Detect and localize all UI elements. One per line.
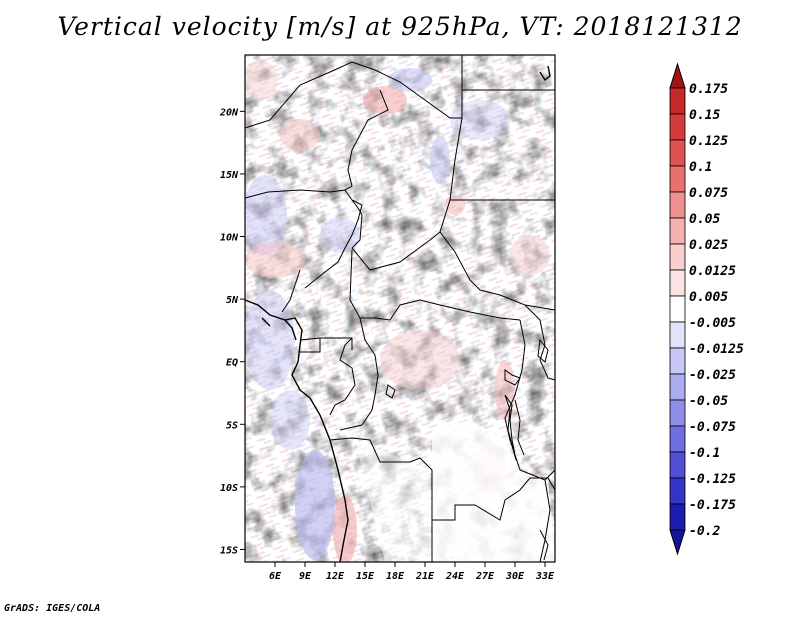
y-tick-label: 15S — [220, 545, 238, 556]
y-tick-label: EQ — [226, 358, 238, 369]
colorbar-label: 0.0125 — [689, 264, 736, 279]
colorbar-segment — [669, 139, 686, 167]
colorbar-label: -0.005 — [689, 316, 736, 331]
colorbar-segment — [669, 243, 686, 271]
colorbar-segment — [669, 165, 686, 193]
colorbar-segment — [669, 321, 686, 349]
x-tick-label: 27E — [475, 571, 495, 582]
colorbar-segment — [669, 269, 686, 297]
colorbar: 0.175 0.15 0.125 0.1 0.075 0.05 0.025 0.0125 0.0… — [669, 62, 744, 556]
field-patch — [245, 242, 305, 278]
field-patch — [333, 495, 357, 562]
x-tick-label: 12E — [326, 571, 345, 582]
field-patch — [280, 119, 320, 151]
x-tick-label: 18E — [386, 571, 405, 582]
field-patch — [495, 360, 515, 420]
colorbar-label: 0.075 — [689, 186, 728, 201]
grads-credit: GrADS: IGES/COLA — [4, 603, 101, 614]
x-tick-label: 6E — [269, 571, 282, 582]
field-patch — [430, 136, 450, 184]
latitude-axis: 20N 15N 10N 5N EQ 5S 10S 15S — [219, 107, 245, 556]
field-patch — [450, 100, 510, 140]
y-tick-label: 10N — [220, 233, 239, 244]
field-patch — [388, 68, 432, 92]
colorbar-label: -0.05 — [689, 394, 728, 409]
velocity-field — [245, 55, 555, 562]
colorbar-label: -0.125 — [689, 472, 736, 487]
y-tick-label: 15N — [220, 170, 239, 181]
colorbar-segment — [669, 451, 686, 479]
y-tick-label: 10S — [220, 483, 238, 494]
colorbar-label: 0.025 — [689, 238, 728, 253]
field-patch — [245, 290, 295, 390]
field-patch — [245, 60, 278, 100]
colorbar-segment — [669, 425, 686, 453]
colorbar-label: -0.175 — [689, 498, 736, 513]
y-tick-label: 5N — [226, 295, 239, 306]
field-patch — [295, 450, 335, 560]
colorbar-segment — [669, 295, 686, 323]
field-patch — [320, 217, 360, 253]
y-tick-label: 20N — [219, 107, 239, 118]
colorbar-label: 0.125 — [689, 134, 728, 149]
colorbar-segment — [669, 347, 686, 375]
colorbar-segment — [669, 477, 686, 505]
colorbar-label: 0.05 — [689, 212, 720, 227]
x-tick-label: 24E — [445, 571, 465, 582]
colorbar-segment — [669, 503, 686, 531]
colorbar-segment — [669, 217, 686, 245]
coastline — [245, 65, 551, 562]
country-borders — [245, 55, 555, 562]
colorbar-label: 0.1 — [689, 160, 712, 175]
colorbar-label: 0.005 — [689, 290, 728, 305]
x-tick-label: 33E — [535, 571, 555, 582]
colorbar-segment — [669, 373, 686, 401]
longitude-axis: 6E 9E 12E 15E 18E 21E 24E 27E 30E 33E — [269, 562, 555, 582]
colorbar-label: -0.1 — [689, 446, 720, 461]
colorbar-segment — [669, 113, 686, 141]
colorbar-bottom-arrow — [669, 529, 686, 556]
y-tick-label: 5S — [226, 420, 238, 431]
colorbar-label: -0.075 — [689, 420, 736, 435]
x-tick-label: 9E — [299, 571, 312, 582]
colorbar-label: -0.0125 — [689, 342, 744, 357]
colorbar-label: -0.025 — [689, 368, 736, 383]
x-tick-label: 30E — [505, 571, 525, 582]
field-patch — [363, 86, 407, 114]
colorbar-label: 0.175 — [689, 82, 728, 97]
colorbar-segment — [669, 191, 686, 219]
map-title: Vertical velocity [m/s] at 925hPa, VT: 2… — [57, 12, 743, 41]
colorbar-label: 0.15 — [689, 108, 720, 123]
field-patch — [270, 390, 310, 450]
colorbar-top-arrow — [669, 62, 686, 89]
field-patch — [510, 235, 550, 275]
field-patch — [380, 330, 460, 390]
colorbar-label: -0.2 — [689, 524, 720, 539]
x-tick-label: 15E — [356, 571, 375, 582]
map-frame — [244, 54, 556, 563]
x-tick-label: 21E — [415, 571, 435, 582]
colorbar-segment — [669, 399, 686, 427]
colorbar-segment — [669, 87, 686, 115]
